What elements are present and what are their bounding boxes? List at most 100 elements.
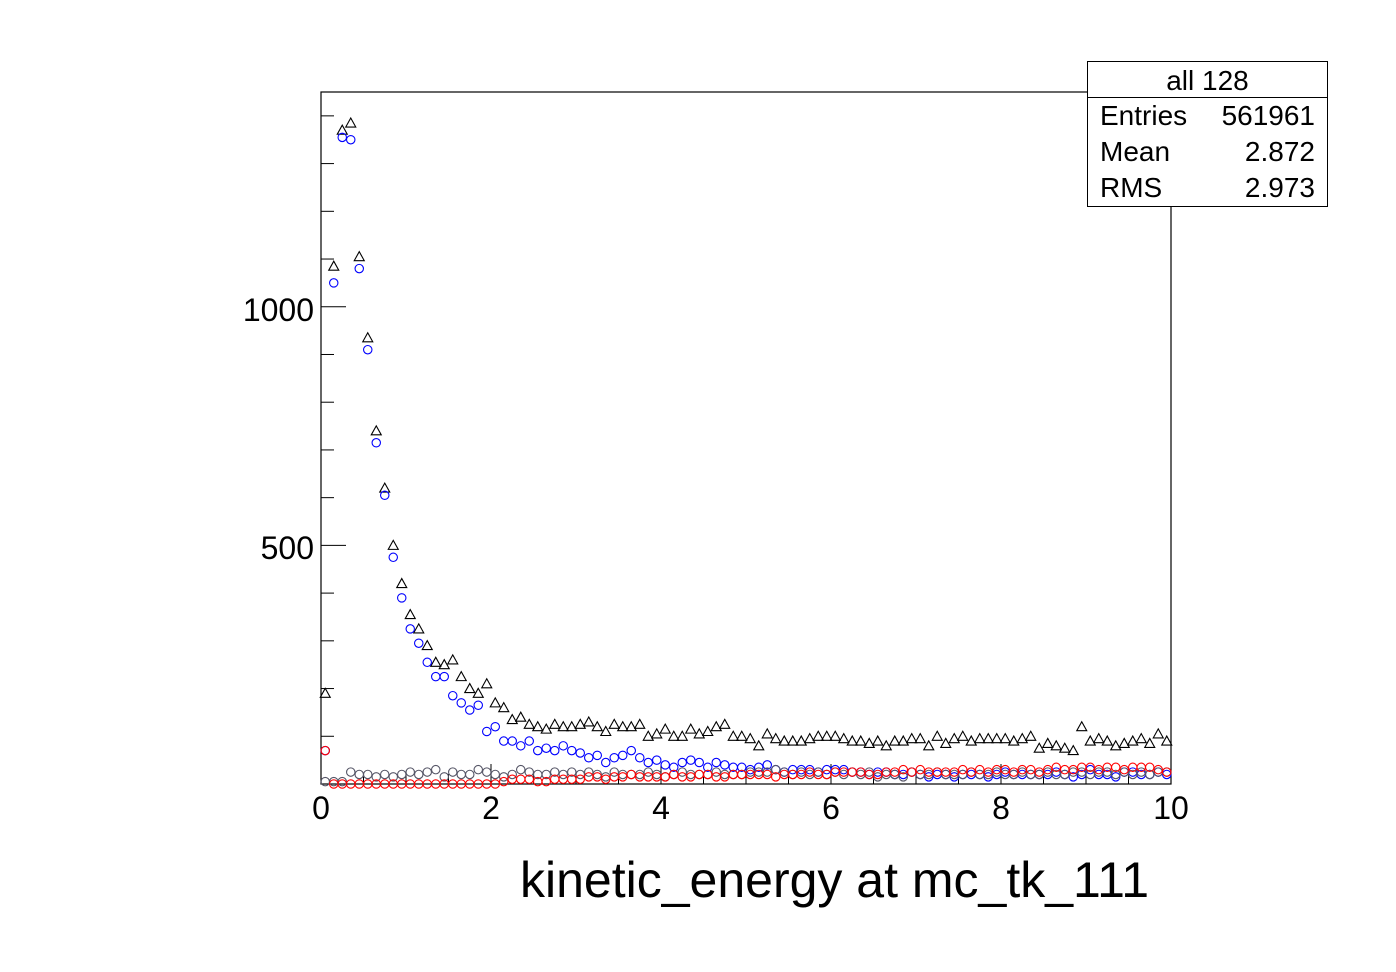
data-point [507,774,517,784]
data-point [320,745,330,756]
data-point [770,772,781,782]
data-point [922,739,935,751]
data-point [880,739,893,751]
data-point [821,769,832,780]
data-point [761,727,774,739]
data-point [837,732,850,744]
data-point [990,732,1003,744]
data-point [515,774,526,784]
data-point [446,653,459,665]
data-point [983,767,993,777]
data-point [371,438,381,448]
data-point [915,764,925,775]
data-point [1024,730,1037,741]
x-tick-label: 6 [822,790,840,826]
data-point [889,769,900,780]
data-point [344,116,357,128]
data-point [404,608,417,620]
data-point [999,732,1012,744]
data-point [362,769,373,780]
data-point [643,772,653,782]
data-point [702,769,713,780]
data-point [719,772,730,782]
data-point [1126,734,1139,746]
data-point [456,769,466,780]
data-point [464,705,475,715]
data-point [1111,772,1121,782]
data-point [871,734,884,746]
data-point [1068,772,1079,782]
data-point [966,767,976,777]
data-point [540,722,553,734]
data-point [684,722,697,734]
data-point [744,732,757,744]
data-point [685,772,696,782]
data-point [770,764,781,775]
data-point [634,753,645,763]
data-point [574,718,587,729]
data-point [1119,764,1130,775]
data-point [923,769,934,780]
data-point [472,687,485,698]
data-point [762,769,772,780]
data-point [762,760,772,770]
data-point [702,762,713,773]
data-point [736,762,747,773]
data-point [752,739,765,751]
data-point [1085,762,1096,773]
data-point [609,767,619,777]
data-point [719,760,730,770]
data-point [514,711,527,722]
data-point [1008,769,1019,780]
data-point [541,769,551,780]
data-point [820,730,833,741]
data-point [889,767,900,777]
data-point [396,593,407,603]
data-point [949,767,959,777]
data-point [608,718,621,729]
data-point [592,772,602,782]
data-point [489,696,502,708]
data-point [660,772,670,782]
data-point [600,774,611,784]
data-point [1119,767,1130,777]
x-tick-label: 0 [312,790,330,826]
data-point [727,730,740,741]
data-point [1050,739,1063,751]
data-point [1094,764,1104,775]
data-point [405,624,415,634]
stats-label: Entries [1100,100,1188,131]
data-point [1008,767,1019,777]
data-point [378,481,391,493]
data-markers [319,116,1173,789]
data-point [888,734,901,746]
data-point [1135,732,1148,744]
data-point [796,769,806,780]
data-point [973,732,986,744]
data-point [473,764,483,775]
data-point [753,762,764,773]
data-point [677,767,687,777]
data-point [566,745,577,756]
data-point [464,769,475,780]
data-point [557,720,570,732]
data-point [803,732,816,744]
data-point [609,753,619,763]
stats-value: 561961 [1221,100,1315,131]
axis-ticks [320,115,1172,784]
data-point [1058,742,1071,753]
data-point [507,736,517,746]
data-point [829,730,842,741]
stats-row-rms: RMS 2.973 [1100,170,1315,206]
data-point [421,639,434,651]
data-point [345,767,356,777]
data-point [1118,737,1131,748]
data-point [1111,762,1121,773]
data-point [480,677,493,689]
data-point [1160,734,1173,746]
data-point [430,671,441,682]
data-point [583,772,594,782]
plot-frame [320,91,1172,785]
data-point [1153,764,1164,775]
